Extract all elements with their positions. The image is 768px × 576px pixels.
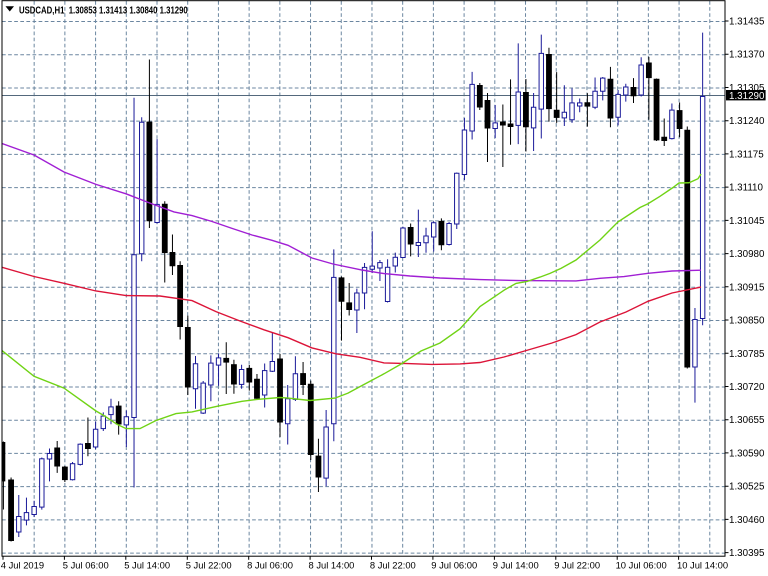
- svg-text:1.31110: 1.31110: [729, 183, 764, 194]
- svg-text:10 Jul 06:00: 10 Jul 06:00: [616, 559, 667, 570]
- svg-text:1.31045: 1.31045: [729, 216, 765, 227]
- svg-text:1.31435: 1.31435: [729, 17, 765, 28]
- svg-text:USDCAD,H1 1.30853 1.31413 1.3: USDCAD,H1 1.30853 1.31413 1.30840 1.3129…: [19, 5, 188, 16]
- svg-text:8 Jul 14:00: 8 Jul 14:00: [309, 559, 355, 570]
- svg-text:1.31240: 1.31240: [729, 116, 765, 127]
- svg-text:1.30850: 1.30850: [729, 316, 765, 327]
- svg-text:5 Jul 22:00: 5 Jul 22:00: [186, 559, 232, 570]
- svg-text:1.30915: 1.30915: [729, 282, 765, 293]
- svg-text:1.30460: 1.30460: [729, 515, 765, 526]
- svg-text:1.30395: 1.30395: [729, 548, 765, 559]
- svg-text:1.31175: 1.31175: [729, 149, 764, 160]
- svg-text:1.31290: 1.31290: [729, 91, 765, 102]
- svg-text:9 Jul 06:00: 9 Jul 06:00: [431, 559, 477, 570]
- svg-text:8 Jul 22:00: 8 Jul 22:00: [370, 559, 416, 570]
- svg-text:5 Jul 06:00: 5 Jul 06:00: [63, 559, 109, 570]
- svg-text:4 Jul 2019: 4 Jul 2019: [1, 559, 44, 570]
- svg-text:8 Jul 06:00: 8 Jul 06:00: [247, 559, 293, 570]
- svg-text:1.30525: 1.30525: [729, 482, 765, 493]
- svg-text:1.30980: 1.30980: [729, 249, 765, 260]
- svg-text:9 Jul 14:00: 9 Jul 14:00: [493, 559, 539, 570]
- svg-text:5 Jul 14:00: 5 Jul 14:00: [124, 559, 170, 570]
- svg-text:1.31305: 1.31305: [729, 83, 765, 94]
- svg-text:1.31370: 1.31370: [729, 50, 765, 61]
- svg-text:1.30720: 1.30720: [729, 382, 765, 393]
- svg-text:1.30655: 1.30655: [729, 415, 765, 426]
- svg-text:10 Jul 14:00: 10 Jul 14:00: [677, 559, 728, 570]
- svg-text:9 Jul 22:00: 9 Jul 22:00: [554, 559, 600, 570]
- svg-text:1.30785: 1.30785: [729, 349, 765, 360]
- svg-text:1.30590: 1.30590: [729, 448, 765, 459]
